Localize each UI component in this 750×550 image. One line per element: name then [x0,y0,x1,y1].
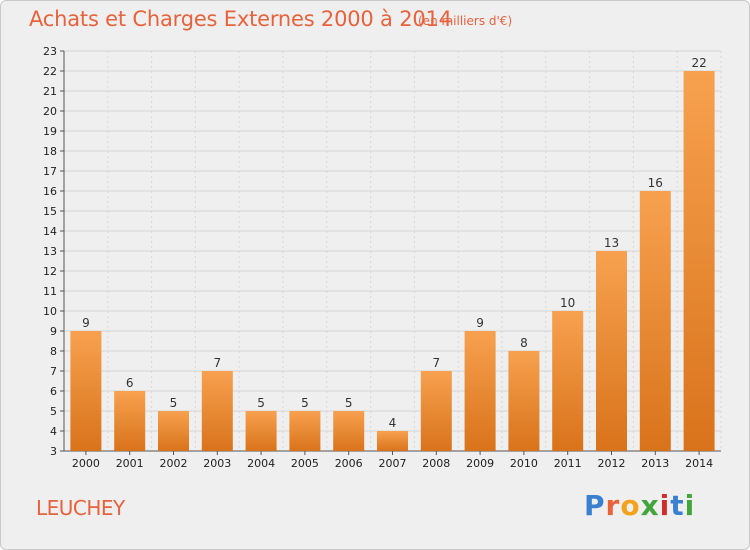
y-tick-label: 4 [50,425,57,438]
bar [464,331,496,451]
x-tick-label: 2014 [685,457,713,470]
x-tick-label: 2005 [291,457,319,470]
x-tick-label: 2004 [247,457,275,470]
y-tick-label: 17 [43,165,57,178]
bar [420,371,452,451]
x-tick-label: 2000 [72,457,100,470]
bar [333,411,365,451]
x-tick-label: 2001 [116,457,144,470]
data-label: 6 [126,376,134,390]
bars [70,71,715,451]
y-tick-label: 14 [43,225,57,238]
x-tick-label: 2003 [203,457,231,470]
labels: 2000 9 2001 6 2002 5 2003 7 2004 5 2005 5 2006 5 2007 4… [72,56,713,470]
y-tick-label: 16 [43,185,57,198]
data-label: 7 [213,356,221,370]
y-tick-label: 22 [43,65,57,78]
y-tick-label: 5 [50,405,57,418]
y-tick-label: 7 [50,365,57,378]
bar [289,411,321,451]
data-label: 5 [345,396,353,410]
data-label: 5 [301,396,309,410]
x-tick-label: 2010 [510,457,538,470]
bar [377,431,408,451]
data-label: 9 [476,316,484,330]
bar [596,251,627,451]
chart-subtitle: (en milliers d'€) [418,14,513,28]
bar [639,191,671,451]
bar [683,71,715,451]
data-label: 7 [432,356,440,370]
x-tick-label: 2008 [422,457,450,470]
data-label: 5 [170,396,178,410]
bar [552,311,584,451]
data-label: 8 [520,336,528,350]
y-tick-label: 19 [43,125,57,138]
y-tick-label: 11 [43,285,57,298]
x-tick-label: 2012 [598,457,626,470]
x-tick-label: 2011 [554,457,582,470]
y-tick-label: 3 [50,445,57,458]
proxiti-logo[interactable]: Proxiti [584,489,695,522]
x-tick-label: 2007 [379,457,407,470]
data-label: 10 [560,296,575,310]
y-tick-label: 20 [43,105,57,118]
logo-letter: i [684,489,696,522]
data-label: 22 [691,56,706,70]
bar [245,411,277,451]
y-tick-label: 15 [43,205,57,218]
bar [508,351,540,451]
data-label: 5 [257,396,265,410]
data-label: 16 [648,176,663,190]
commune-name: LEUCHEY [36,496,125,520]
y-tick-label: 9 [50,325,57,338]
bar [201,371,233,451]
bar [158,411,189,451]
logo-letter: r [605,489,621,522]
data-label: 13 [604,236,619,250]
x-tick-label: 2013 [641,457,669,470]
y-tick-label: 21 [43,85,57,98]
y-tick-label: 23 [43,45,57,58]
logo-letter: t [670,489,685,522]
bar [70,331,102,451]
x-tick-label: 2006 [335,457,363,470]
y-tick-label: 10 [43,305,57,318]
y-tick-label: 8 [50,345,57,358]
logo-letter: o [620,489,641,522]
logo-letter: i [659,489,671,522]
chart-title: Achats et Charges Externes 2000 à 2014 [29,7,452,31]
data-label: 4 [389,416,397,430]
data-label: 9 [82,316,90,330]
y-tick-label: 18 [43,145,57,158]
y-tick-label: 6 [50,385,57,398]
y-tick-label: 13 [43,245,57,258]
logo-letter: P [584,489,606,522]
bar [114,391,146,451]
y-tick-label: 12 [43,265,57,278]
logo-letter: x [640,489,660,522]
x-tick-label: 2002 [160,457,188,470]
x-tick-label: 2009 [466,457,494,470]
